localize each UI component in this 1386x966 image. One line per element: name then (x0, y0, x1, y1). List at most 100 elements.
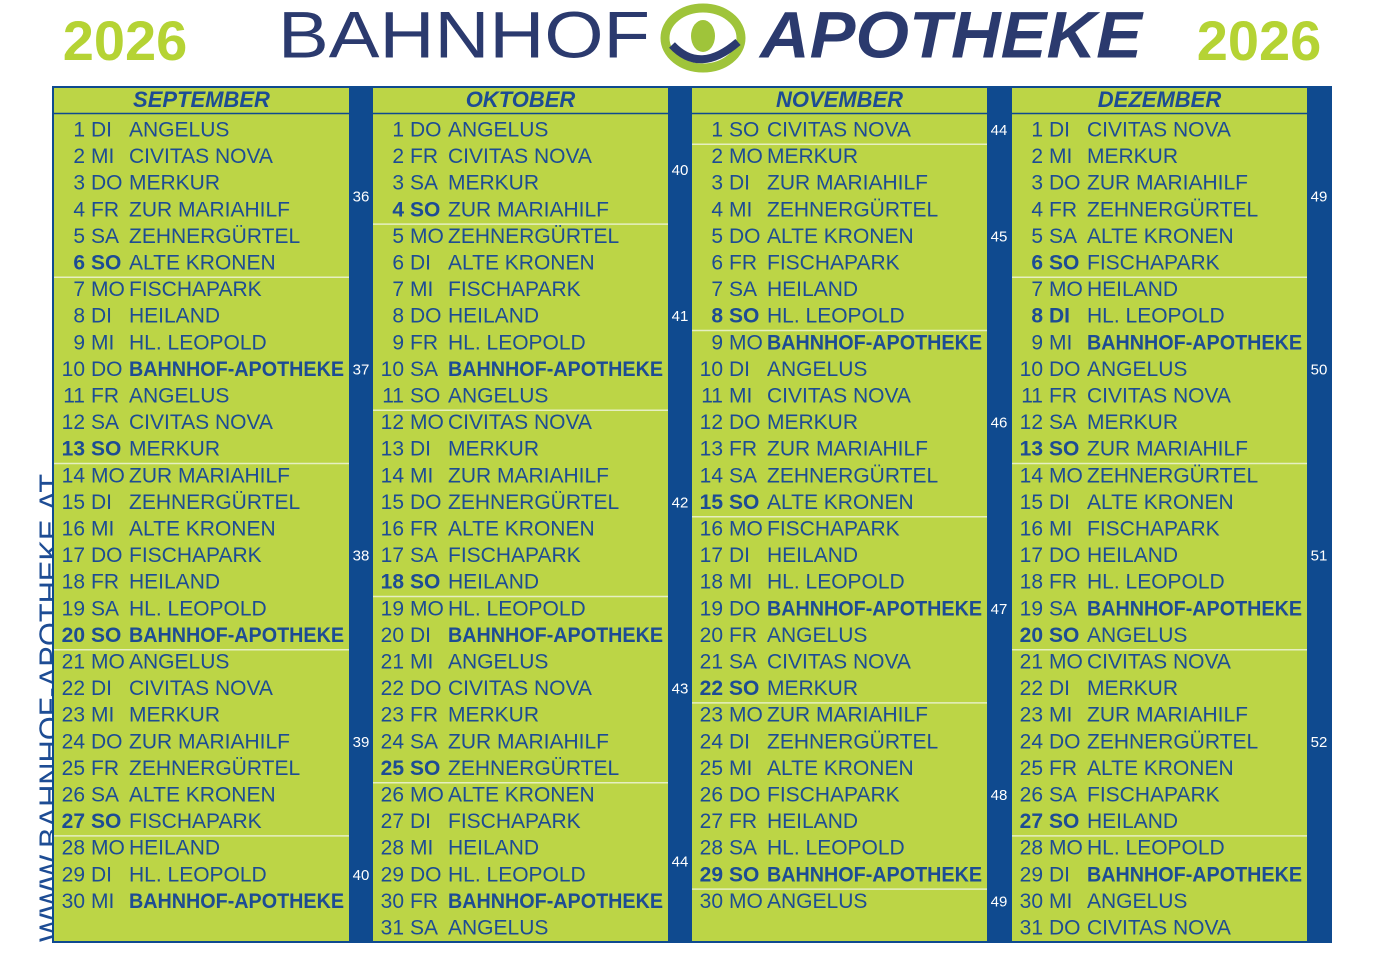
weekday: MO (91, 651, 125, 674)
weekday: SA (729, 278, 757, 301)
pharmacy: BAHNHOF-APOTHEKE (129, 890, 344, 913)
pharmacy: MERKUR (448, 704, 539, 727)
pharmacy: BAHNHOF-APOTHEKE (1087, 863, 1302, 886)
weekday: FR (91, 385, 119, 408)
day-number: 5 (392, 225, 404, 248)
pharmacy: ANGELUS (129, 119, 229, 142)
day-number: 4 (392, 198, 404, 221)
day-number: 28 (381, 837, 404, 860)
pharmacy: MERKUR (767, 145, 858, 168)
day-number: 9 (73, 331, 85, 354)
day-number: 31 (381, 917, 404, 940)
year-left: 2026 (63, 9, 188, 72)
day-number: 3 (392, 172, 404, 195)
weekday: SO (1049, 624, 1079, 647)
pharmacy: HEILAND (767, 278, 858, 301)
pharmacy: ANGELUS (1087, 624, 1187, 647)
weekday: SO (729, 863, 759, 886)
pharmacy: ZEHNERGÜRTEL (129, 491, 300, 514)
weekday: SO (410, 757, 440, 780)
day-number: 19 (700, 597, 723, 620)
day-number: 20 (700, 624, 723, 647)
weekday: MI (1049, 331, 1072, 354)
day-number: 22 (381, 677, 404, 700)
weekday: DI (729, 358, 750, 381)
pharmacy: CIVITAS NOVA (767, 651, 911, 674)
week-number: 39 (353, 734, 370, 751)
day-number: 18 (381, 571, 405, 594)
day-number: 27 (381, 810, 404, 833)
month-name: NOVEMBER (776, 87, 903, 112)
pharmacy: CIVITAS NOVA (448, 145, 592, 168)
pharmacy: MERKUR (129, 172, 220, 195)
week-number: 41 (672, 308, 689, 325)
pharmacy: BAHNHOF-APOTHEKE (448, 624, 663, 647)
week-number: 40 (672, 162, 689, 179)
weekday: FR (729, 624, 757, 647)
day-number: 25 (381, 757, 405, 780)
day-number: 20 (1020, 624, 1043, 647)
weekday: SO (729, 491, 759, 514)
pharmacy: CIVITAS NOVA (1087, 119, 1231, 142)
pharmacy: ZEHNERGÜRTEL (1087, 464, 1258, 487)
pharmacy: ZEHNERGÜRTEL (767, 730, 938, 753)
day-number: 11 (63, 385, 85, 408)
pharmacy: HL. LEOPOLD (767, 571, 905, 594)
weekday: MO (91, 278, 125, 301)
weekday: DI (1049, 119, 1070, 142)
day-number: 18 (62, 571, 85, 594)
pharmacy: MERKUR (448, 172, 539, 195)
pharmacy: FISCHAPARK (129, 810, 262, 833)
pharmacy: HEILAND (129, 571, 220, 594)
weekday: DO (1049, 730, 1081, 753)
day-number: 27 (62, 810, 85, 833)
day-number: 22 (1020, 677, 1043, 700)
day-number: 29 (700, 863, 723, 886)
day-number: 29 (62, 863, 85, 886)
pharmacy: ZEHNERGÜRTEL (448, 757, 619, 780)
pharmacy: CIVITAS NOVA (129, 677, 273, 700)
month-column (373, 88, 668, 941)
day-number: 5 (711, 225, 723, 248)
day-number: 23 (62, 704, 85, 727)
pharmacy: MERKUR (129, 438, 220, 461)
weekday: DO (729, 597, 761, 620)
weekday: MI (91, 331, 114, 354)
weekday: DI (1049, 863, 1070, 886)
weekday: MI (1049, 890, 1072, 913)
day-number: 17 (62, 544, 85, 567)
pharmacy: CIVITAS NOVA (767, 385, 911, 408)
weekday: SA (1049, 411, 1077, 434)
pharmacy: CIVITAS NOVA (448, 411, 592, 434)
day-number: 25 (62, 757, 85, 780)
weekday: MI (1049, 518, 1072, 541)
day-number: 7 (392, 278, 404, 301)
weekday: SA (1049, 597, 1077, 620)
weekday: FR (729, 438, 757, 461)
day-number: 17 (381, 544, 404, 567)
pharmacy: ALTE KRONEN (1087, 491, 1234, 514)
day-number: 9 (1031, 331, 1043, 354)
day-number: 2 (392, 145, 404, 168)
day-number: 17 (700, 544, 723, 567)
pharmacy: MERKUR (767, 411, 858, 434)
pharmacy: ZUR MARIAHILF (1087, 172, 1248, 195)
pharmacy: BAHNHOF-APOTHEKE (767, 331, 982, 354)
day-number: 4 (1031, 198, 1043, 221)
week-number: 48 (991, 787, 1008, 804)
weekday: MO (91, 837, 125, 860)
weekday: DO (729, 784, 761, 807)
weekday: SA (91, 225, 119, 248)
pharmacy: ZEHNERGÜRTEL (448, 225, 619, 248)
day-number: 27 (1020, 810, 1043, 833)
pharmacy: HEILAND (129, 305, 220, 328)
pharmacy: HEILAND (1087, 544, 1178, 567)
day-number: 8 (711, 305, 723, 328)
pharmacy: HL. LEOPOLD (448, 863, 586, 886)
day-number: 16 (62, 518, 85, 541)
pharmacy: BAHNHOF-APOTHEKE (767, 863, 982, 886)
week-number: 36 (353, 188, 370, 205)
pharmacy: ALTE KRONEN (448, 784, 595, 807)
pharmacy: HEILAND (1087, 810, 1178, 833)
weekday: SA (410, 544, 438, 567)
